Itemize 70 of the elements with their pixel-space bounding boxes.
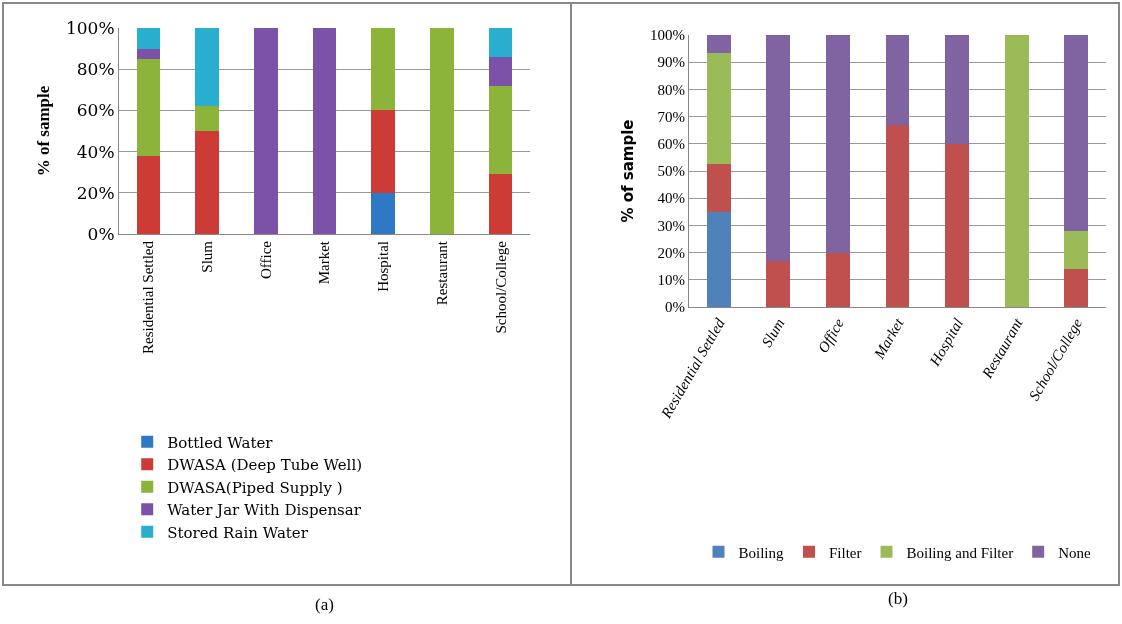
y-tick-label: 0% [665, 299, 685, 316]
bar [136, 28, 161, 49]
x-tick-label: Residential Settled [140, 240, 157, 354]
y-axis-title: % of sample [33, 85, 53, 177]
bar [885, 124, 910, 307]
legend-label: DWASA (Deep Tube Well) [167, 456, 363, 475]
bar [766, 35, 791, 261]
legend-label: Stored Rain Water [167, 523, 309, 542]
y-tick-label: 60% [657, 136, 685, 153]
x-tick-label: Restaurant [433, 240, 450, 306]
y-tick-label: 50% [657, 163, 685, 180]
text: (b) [888, 589, 908, 608]
x-tick-label: Market [316, 240, 333, 285]
y-tick-label: 40% [657, 190, 685, 207]
bar [371, 28, 395, 111]
bar [1064, 230, 1089, 269]
y-tick-label: 80% [76, 59, 115, 80]
legend-label: Boiling and Filter [906, 544, 1014, 561]
bar [488, 56, 513, 86]
y-tick-label: 30% [657, 217, 685, 234]
text: (a) [315, 595, 334, 614]
y-tick-label: 90% [657, 54, 685, 71]
bar [488, 85, 513, 175]
bar [1064, 35, 1089, 231]
y-axis-title: % of sample [619, 119, 638, 223]
bar [371, 192, 395, 234]
bar [706, 52, 731, 165]
x-tick-label: Office [257, 240, 274, 280]
x-tick-label: Hospital [375, 241, 392, 292]
bar [488, 28, 513, 57]
bar [885, 35, 910, 125]
legend-label: DWASA(Piped Supply ) [167, 478, 343, 497]
bar [371, 110, 395, 193]
legend-label: Filter [829, 544, 862, 561]
bar [312, 28, 337, 234]
bar [488, 174, 513, 234]
y-tick-label: 40% [76, 141, 115, 162]
y-tick-label: 80% [657, 81, 685, 98]
bar [195, 131, 219, 234]
y-tick-label: 20% [657, 244, 685, 261]
bar [706, 35, 731, 53]
bar [254, 28, 278, 234]
x-tick-label: Slum [198, 240, 215, 273]
bar [826, 35, 850, 253]
bar [195, 28, 219, 107]
y-tick-label: 20% [76, 182, 115, 203]
bar [430, 28, 454, 234]
bar [136, 155, 161, 234]
legend-label: None [1058, 544, 1092, 561]
y-tick-label: 60% [76, 100, 115, 121]
bar [1064, 268, 1089, 307]
y-tick-label: 10% [657, 272, 685, 289]
x-tick-label: School/College [492, 240, 509, 334]
bar [706, 164, 731, 212]
bar [706, 211, 731, 307]
bar [945, 35, 969, 144]
bar [136, 48, 161, 59]
legend-label: Bottled Water [167, 433, 274, 452]
legend-label: Boiling [738, 544, 785, 561]
y-tick-label: 70% [657, 108, 685, 125]
bar [1004, 35, 1029, 307]
y-tick-label: 100% [65, 17, 115, 38]
bar [945, 143, 969, 307]
legend-label: Water Jar With Dispensar [167, 501, 362, 520]
bar [195, 106, 219, 131]
y-tick-label: 100% [650, 27, 685, 44]
bar [766, 260, 791, 307]
y-tick-label: 0% [87, 223, 115, 244]
bar [826, 252, 850, 307]
bar [136, 58, 161, 156]
